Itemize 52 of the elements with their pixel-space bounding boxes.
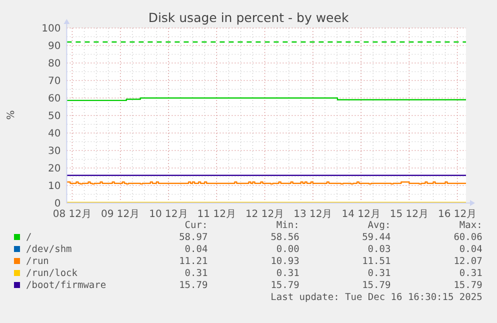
text: 11.51 — [362, 256, 391, 267]
legend-label: /run/lock — [26, 268, 78, 279]
text: 60.06 — [454, 232, 483, 243]
x-tick-label: 13 12月 — [294, 209, 332, 220]
y-tick-label: 20 — [48, 164, 61, 174]
legend-label: /boot/firmware — [26, 280, 106, 291]
x-tick-label: 11 12月 — [197, 209, 236, 220]
text: 0.03 — [368, 244, 391, 255]
y-tick-label: 0 — [54, 198, 61, 210]
x-tick-label: 15 12月 — [390, 209, 428, 220]
text: 0.31 — [459, 268, 483, 279]
x-tick-label: 16 12月 — [438, 209, 477, 220]
y-tick-label: 10 — [48, 181, 61, 192]
legend-label: / — [26, 232, 32, 243]
legend-label: /run — [26, 256, 49, 267]
text: 15.79 — [179, 280, 208, 291]
text: 12.07 — [454, 256, 482, 267]
text: 0.31 — [368, 268, 391, 279]
text: 0.04 — [459, 244, 483, 255]
x-tick-label: 10 12月 — [149, 209, 188, 220]
text: 0.00 — [276, 244, 300, 255]
text: 11.21 — [179, 256, 208, 267]
text: 58.97 — [179, 232, 208, 243]
text: Max: — [459, 220, 482, 231]
text: 58.56 — [270, 232, 300, 243]
x-tick-label: 12 12月 — [245, 209, 284, 220]
text: 0.04 — [184, 244, 208, 255]
text: Last update: Tue Dec 16 16:30:15 2025 — [270, 292, 482, 303]
text: Cur: — [184, 220, 208, 231]
text: Min: — [276, 220, 300, 231]
text: 0.31 — [184, 268, 208, 279]
y-tick-label: 30 — [48, 146, 61, 157]
y-axis-title: % — [6, 110, 17, 120]
y-tick-label: 40 — [48, 128, 61, 140]
text: Avg: — [368, 220, 391, 231]
y-tick-label: 80 — [48, 58, 61, 70]
x-tick-label: 14 12月 — [342, 209, 380, 220]
legend-label: /dev/shm — [26, 244, 72, 255]
text: 15.79 — [454, 280, 483, 291]
text: 59.44 — [362, 232, 391, 243]
text: 15.79 — [362, 280, 391, 291]
x-tick-label: 09 12月 — [101, 209, 140, 220]
y-tick-label: 50 — [48, 111, 61, 122]
text: 15.79 — [270, 280, 300, 291]
text: 0.31 — [276, 268, 300, 279]
chart-title: Disk usage in percent - by week — [148, 10, 350, 25]
text: 10.93 — [270, 256, 300, 267]
y-tick-label: 90 — [48, 41, 61, 52]
y-tick-label: 100 — [42, 24, 61, 34]
y-tick-label: 70 — [48, 76, 61, 87]
y-tick-label: 60 — [48, 94, 61, 104]
x-tick-label: 08 12月 — [52, 209, 92, 220]
